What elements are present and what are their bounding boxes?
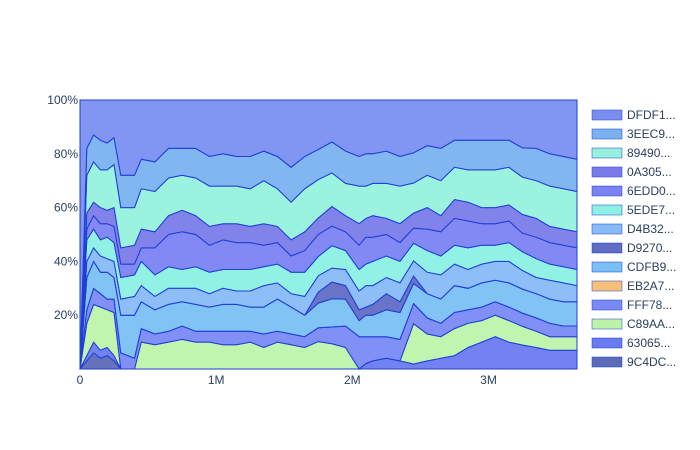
legend-item[interactable]: CDFB9... — [591, 260, 676, 274]
legend-label: D4B32... — [627, 222, 674, 236]
plot-area — [78, 99, 578, 370]
legend-label: DFDF1... — [627, 108, 676, 122]
legend-swatch — [591, 242, 623, 254]
x-tick-label: 2M — [344, 373, 361, 387]
legend-label: CDFB9... — [627, 260, 676, 274]
legend-item[interactable]: D9270... — [591, 241, 672, 255]
legend-swatch — [591, 318, 623, 330]
legend-item[interactable]: 89490... — [591, 146, 670, 160]
legend-swatch — [591, 299, 623, 311]
legend-item[interactable]: 63065... — [591, 336, 670, 350]
x-tick-label: 1M — [208, 373, 225, 387]
legend-label: 63065... — [627, 336, 670, 350]
legend-label: EB2A7... — [627, 279, 674, 293]
legend-swatch — [591, 337, 623, 349]
legend-item[interactable]: 9C4DC... — [591, 355, 676, 369]
legend-label: 6EDD0... — [627, 184, 676, 198]
legend-label: 5EDE7... — [627, 203, 675, 217]
legend-swatch — [591, 261, 623, 273]
x-tick-label: 3M — [480, 373, 497, 387]
legend-swatch — [591, 204, 623, 216]
legend-swatch — [591, 185, 623, 197]
legend-item[interactable]: C89AA... — [591, 317, 675, 331]
y-tick-label: 100% — [47, 93, 78, 107]
legend: DFDF1... 3EEC9... 89490... 0A305... 6EDD0...… — [591, 108, 676, 369]
legend-item[interactable]: EB2A7... — [591, 279, 674, 293]
legend-swatch — [591, 280, 623, 292]
y-tick-label: 20% — [54, 308, 78, 322]
legend-label: C89AA... — [627, 317, 675, 331]
legend-item[interactable]: 0A305... — [591, 165, 672, 179]
y-tick-label: 40% — [54, 254, 78, 268]
legend-swatch — [591, 223, 623, 235]
legend-label: 3EEC9... — [627, 127, 675, 141]
x-tick-label: 0 — [77, 373, 84, 387]
legend-item[interactable]: FFF78... — [591, 298, 672, 312]
legend-swatch — [591, 166, 623, 178]
y-tick-label: 60% — [54, 201, 78, 215]
legend-label: 89490... — [627, 146, 670, 160]
legend-item[interactable]: 5EDE7... — [591, 203, 675, 217]
legend-swatch — [591, 109, 623, 121]
legend-swatch — [591, 356, 623, 368]
legend-swatch — [591, 147, 623, 159]
x-axis: 0 1M 2M 3M — [77, 373, 497, 387]
legend-item[interactable]: DFDF1... — [591, 108, 676, 122]
legend-label: FFF78... — [627, 298, 672, 312]
legend-label: D9270... — [627, 241, 672, 255]
y-tick-label: 80% — [54, 147, 78, 161]
legend-item[interactable]: 3EEC9... — [591, 127, 675, 141]
legend-label: 9C4DC... — [627, 355, 676, 369]
area-series-dfdf1 — [79, 99, 578, 370]
legend-label: 0A305... — [627, 165, 672, 179]
legend-swatch — [591, 128, 623, 140]
legend-item[interactable]: D4B32... — [591, 222, 674, 236]
y-axis: 20% 40% 60% 80% 100% — [47, 93, 78, 322]
legend-item[interactable]: 6EDD0... — [591, 184, 676, 198]
